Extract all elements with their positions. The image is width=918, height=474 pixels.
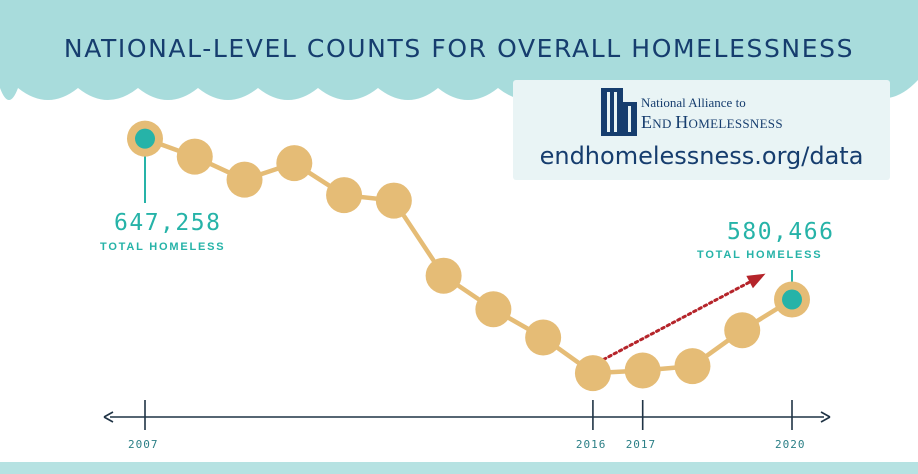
- data-point-2011: [326, 177, 363, 214]
- data-point-2015: [525, 319, 562, 356]
- data-point-2017: [624, 352, 661, 389]
- logo-word-end: ND: [652, 116, 676, 131]
- data-points: [127, 120, 810, 392]
- data-point-2010: [276, 145, 313, 182]
- data-point-highlight-2020: [782, 289, 802, 310]
- end-total-label: TOTAL HOMELESS: [697, 249, 823, 261]
- top-banner: [0, 0, 918, 100]
- logo-letter-e: E: [641, 112, 653, 132]
- logo-box: National Alliance to END HOMELESSNESS en…: [513, 80, 890, 180]
- x-tick-label-2017: 2017: [625, 438, 657, 451]
- logo-url: endhomelessness.org/data: [539, 142, 864, 170]
- logo-org-line2: END HOMELESSNESS: [641, 112, 783, 133]
- data-point-2016: [574, 355, 611, 392]
- logo-letter-h: H: [675, 112, 689, 132]
- end-value-label: 580,466: [727, 219, 835, 245]
- trend-arrow-line: [591, 274, 764, 367]
- chart-title: NATIONAL-LEVEL COUNTS FOR OVERALL HOMELE…: [63, 34, 855, 63]
- trend-arrow-layer: [591, 273, 766, 367]
- x-axis-left-arrowhead: [103, 411, 114, 423]
- x-tick-label-2016: 2016: [575, 438, 607, 451]
- data-point-2008: [176, 138, 213, 175]
- x-axis-right-arrowhead: [820, 411, 831, 423]
- x-tick-label-2007: 2007: [128, 438, 159, 451]
- start-value-label: 647,258: [114, 210, 222, 236]
- trend-arrowhead: [746, 273, 766, 289]
- data-point-2018: [674, 348, 711, 385]
- data-point-2019: [724, 312, 761, 349]
- logo-org-line1: National Alliance to: [641, 95, 746, 110]
- data-point-highlight-2007: [135, 128, 155, 149]
- data-point-2014: [475, 291, 512, 328]
- logo-word-homelessness: OMELESSNESS: [688, 116, 783, 131]
- data-point-2012: [375, 182, 412, 219]
- logo-building-icon: [601, 88, 637, 136]
- x-axis: [103, 400, 831, 430]
- data-point-2009: [226, 161, 263, 198]
- x-tick-label-2020: 2020: [775, 438, 806, 451]
- data-point-2013: [425, 257, 462, 294]
- start-total-label: TOTAL HOMELESS: [100, 241, 226, 253]
- bottom-bar: [0, 462, 918, 474]
